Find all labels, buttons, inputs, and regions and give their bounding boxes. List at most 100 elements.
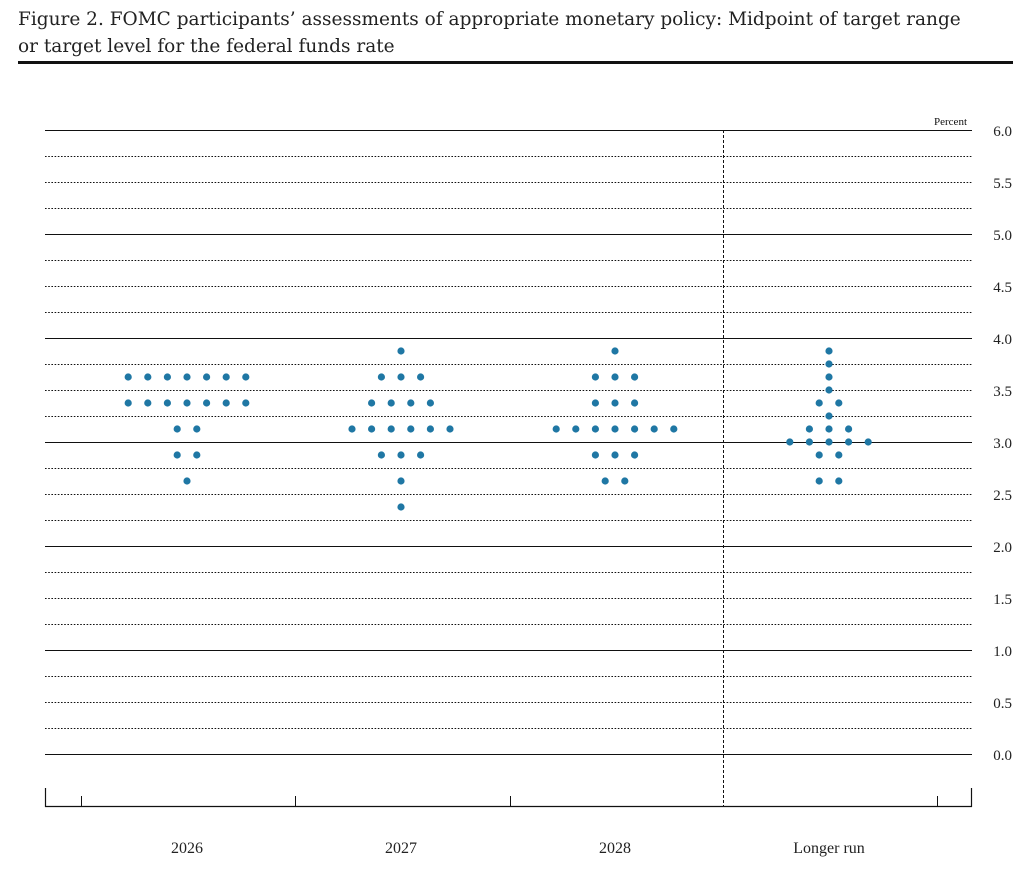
participant-dot [183,399,191,407]
participant-dot [835,477,843,485]
participant-dot [348,425,356,433]
participant-dot [591,451,600,459]
y-tick-label: 6.0 [993,124,1012,140]
participant-dot [845,425,853,433]
x-category-label: 2026 [171,840,203,857]
participant-dot [368,425,376,433]
participant-dot [407,399,415,407]
participant-dot [193,425,201,433]
participant-dot [591,425,600,433]
participant-dot [601,477,609,485]
y-tick-label: 0.5 [993,696,1012,712]
title-rule [18,61,1013,64]
participant-dot [203,399,211,407]
participant-dot [397,477,405,485]
participant-dot [377,373,385,381]
figure-title-line-1: Figure 2. FOMC participants’ assessments… [18,9,961,30]
participant-dot [825,438,833,446]
participant-dot [242,373,250,381]
participant-dot [591,373,600,381]
participant-dot [124,399,132,407]
y-tick-label: 2.0 [993,540,1012,556]
y-tick-label: 3.5 [993,384,1012,400]
participant-dot [124,373,132,381]
participant-dot [631,373,639,381]
participant-dot [825,373,833,381]
participant-dot [426,399,434,407]
participant-dot [183,373,191,381]
participant-dot [397,347,405,355]
participant-dot [417,373,425,381]
y-tick-label: 0.0 [993,748,1012,764]
participant-dot [407,425,415,433]
y-tick-label: 3.0 [993,436,1012,452]
participant-dot [864,438,872,446]
participant-dot [417,451,425,459]
participant-dot [805,425,814,433]
participant-dot [611,399,619,407]
participant-dot [222,399,230,407]
participant-dot [631,399,639,407]
participant-dot [670,425,678,433]
participant-dot [144,373,152,381]
participant-dot [631,451,639,459]
participant-dot [631,425,639,433]
participant-dot [572,425,580,433]
participant-dot [611,347,619,355]
participant-dot [397,451,405,459]
participant-dot [552,425,560,433]
figure-title: Figure 2. FOMC participants’ assessments… [18,6,1018,60]
participant-dot [397,373,405,381]
participant-dot [825,386,833,394]
participant-dot [786,438,794,446]
participant-dot [163,399,171,407]
participant-dot [835,451,843,459]
participant-dot [222,373,230,381]
participant-dot [825,347,833,355]
participant-dot [397,503,405,511]
participant-dot [591,399,600,407]
participant-dot [387,399,395,407]
participant-dot [611,373,619,381]
participant-dot [446,425,454,433]
x-category-label: 2028 [599,840,631,857]
participant-dot [173,425,181,433]
participant-dot [203,373,211,381]
participant-dot [387,425,395,433]
participant-dot [173,451,181,459]
participant-dot [193,451,201,459]
participant-dot [825,412,833,420]
y-tick-label: 2.5 [993,488,1012,504]
participant-dot [650,425,658,433]
participant-dot [805,438,814,446]
participant-dot [242,399,250,407]
participant-dot [815,451,823,459]
y-axis-unit-label: Percent [934,116,967,128]
y-tick-label: 1.5 [993,592,1012,608]
participant-dot [835,399,843,407]
participant-dot [825,360,833,368]
participant-dot [815,477,823,485]
grid-layer [45,130,972,755]
participant-dot [621,477,629,485]
y-tick-label: 5.0 [993,228,1012,244]
participant-dot [815,399,823,407]
participant-dot [163,373,171,381]
y-tick-label: 5.5 [993,176,1012,192]
participant-dot [183,477,191,485]
participant-dot [611,425,619,433]
participant-dot [368,399,376,407]
dot-layer [124,347,872,511]
participant-dot [845,438,853,446]
participant-dot [377,451,385,459]
x-category-label: 2027 [385,840,417,857]
participant-dot [611,451,619,459]
figure-title-line-2: or target level for the federal funds ra… [18,36,395,57]
participant-dot [825,425,833,433]
axis-layer [44,130,973,808]
label-layer: 0.0 0.5 1.0 1.5 2.0 2.5 3.0 3.5 4.0 4.5 5.0 5.5 6.0 P… [171,116,1012,857]
participant-dot [144,399,152,407]
y-tick-label: 1.0 [993,644,1012,660]
y-tick-label: 4.0 [993,332,1012,348]
